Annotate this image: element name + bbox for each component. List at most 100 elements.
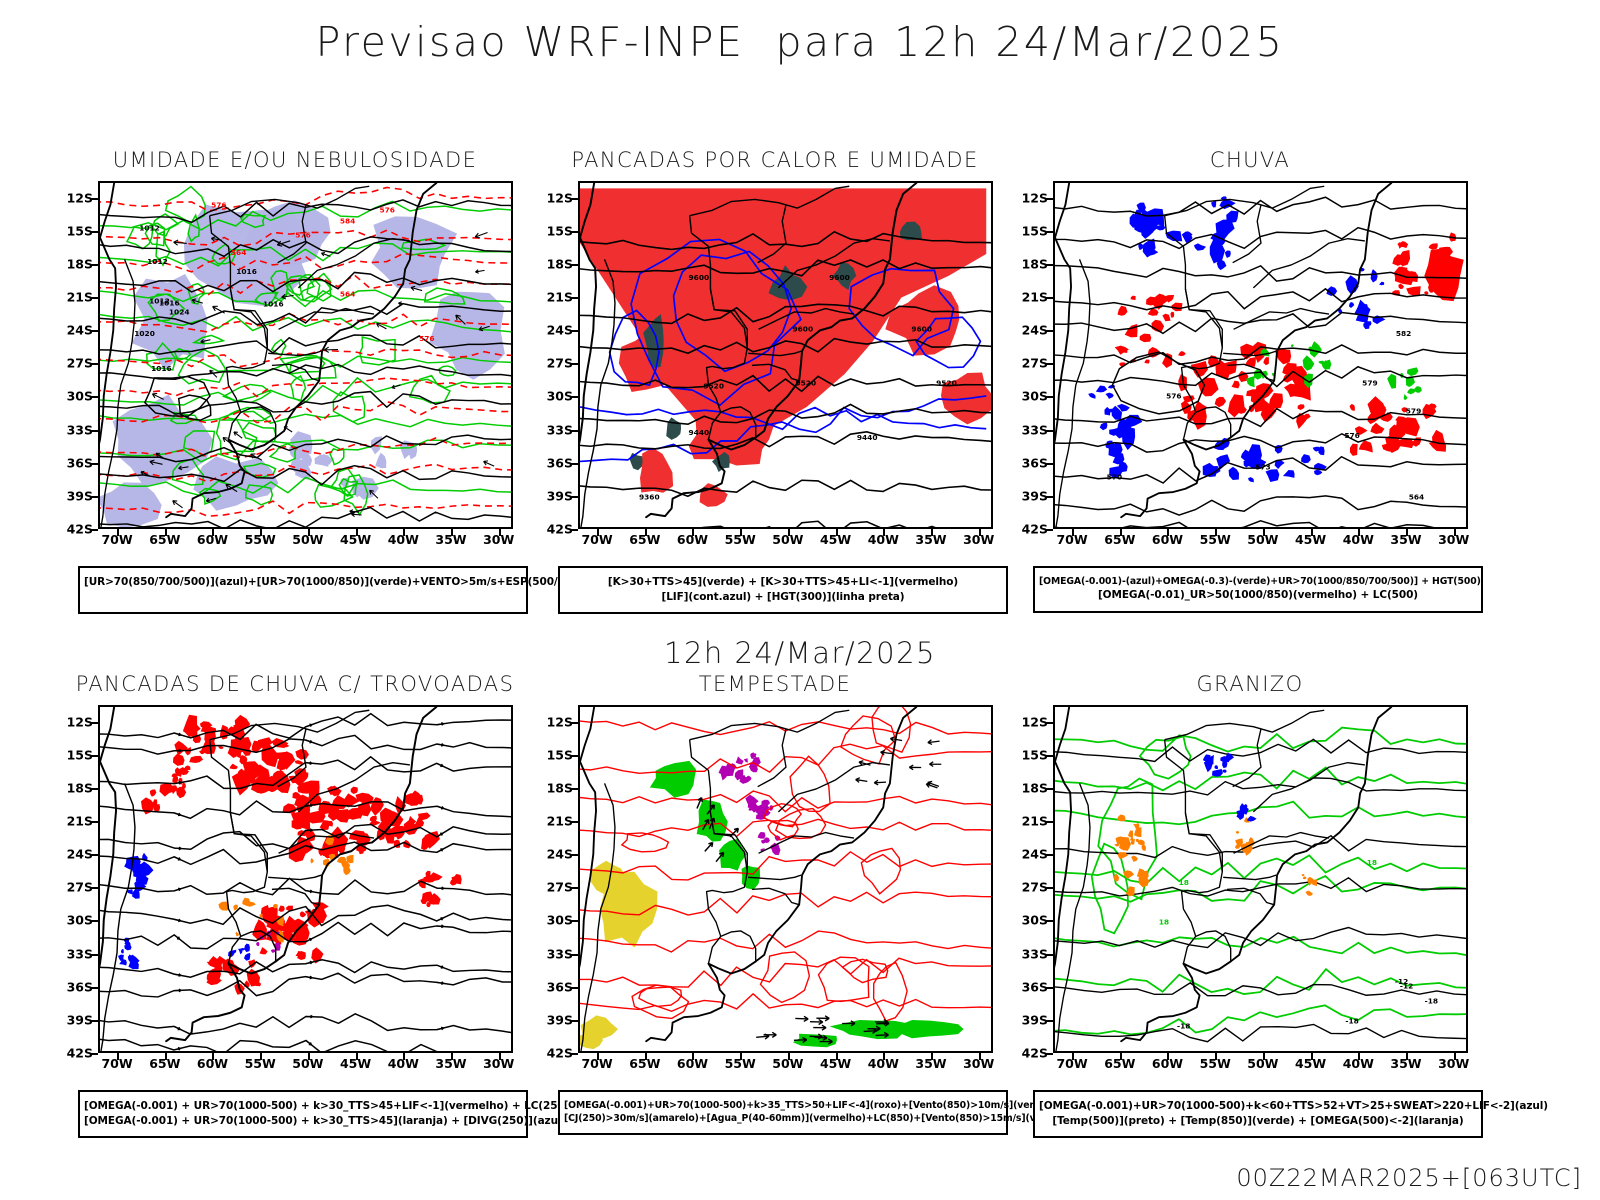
lat-label: 30S <box>1021 388 1048 404</box>
lon-label: 55W <box>1199 532 1231 547</box>
map-frame-chuva[interactable]: 582 579 579 576 576 573 570 564 <box>1053 181 1468 529</box>
caption-line: [OMEGA(-0.01)_UR>50(1000/850)(vermelho) … <box>1097 589 1418 602</box>
contour-label: 9600 <box>689 273 710 282</box>
contour-label: 1016 <box>151 364 172 373</box>
lat-label: 15S <box>1021 223 1048 239</box>
lat-tick <box>1046 495 1053 498</box>
lon-tick <box>1405 1053 1408 1060</box>
lat-tick <box>571 197 578 200</box>
lon-label: 55W <box>724 532 756 547</box>
lat-label: 30S <box>546 912 573 928</box>
lon-label: 50W <box>292 1056 324 1071</box>
lat-tick <box>91 396 98 399</box>
lat-tick <box>91 363 98 366</box>
lon-tick <box>1215 1053 1218 1060</box>
lat-label: 36S <box>546 455 573 471</box>
lat-tick <box>91 1019 98 1022</box>
lat-tick <box>571 462 578 465</box>
contour-label: 9360 <box>639 492 660 501</box>
map-frame-tempestade[interactable] <box>578 705 993 1053</box>
lon-tick <box>355 1053 358 1060</box>
thunder-orange-region <box>218 835 354 943</box>
lon-tick <box>1453 1053 1456 1060</box>
lon-tick <box>787 1053 790 1060</box>
lat-label: 24S <box>66 846 93 862</box>
lat-label: 36S <box>546 979 573 995</box>
caption-line: [OMEGA(-0.001) + UR>70(1000-500) + k>30_… <box>84 1100 570 1112</box>
lon-tick <box>835 529 838 536</box>
lat-label: 42S <box>1021 1045 1048 1061</box>
map-frame-pancadas-calor[interactable]: 9600 9600 9600 9600 9520 9520 9520 9440 9440 9360 <box>578 181 993 529</box>
lon-tick <box>1310 529 1313 536</box>
contour-label: -18 <box>1425 997 1438 1006</box>
lat-label: 42S <box>1021 521 1048 537</box>
omega-red-region <box>1114 232 1464 456</box>
contour-label-group: 9600 9600 9600 9600 9520 9520 9520 9440 9440 9360 <box>639 273 957 501</box>
lat-label: 30S <box>546 388 573 404</box>
lon-label: 60W <box>196 1056 229 1071</box>
lon-tick <box>740 529 743 536</box>
lat-tick <box>91 495 98 498</box>
lat-label: 39S <box>546 488 573 504</box>
lon-label: 45W <box>339 1056 372 1071</box>
lat-tick <box>91 953 98 956</box>
lon-tick <box>164 1053 167 1060</box>
contour-label: 564 <box>340 290 355 299</box>
lat-label: 42S <box>546 1045 573 1061</box>
lon-label: 35W <box>1390 532 1422 547</box>
lat-tick <box>571 495 578 498</box>
lat-tick <box>571 363 578 366</box>
lat-label: 39S <box>66 488 93 504</box>
caption-line: [OMEGA(-0.001)-(azul)+OMEGA(-0.3)-(verde… <box>1039 576 1481 587</box>
lon-tick <box>644 529 647 536</box>
lon-tick <box>117 529 120 536</box>
lat-label: 27S <box>546 355 573 371</box>
map-canvas <box>100 707 511 1051</box>
political-borders-layer <box>580 709 890 1051</box>
mid-row-date-label: 12h 24/Mar/2025 <box>664 636 936 670</box>
lat-label: 27S <box>66 879 93 895</box>
caption-line: [LIF](cont.azul) + [HGT(300)](linha pret… <box>661 591 905 604</box>
lat-tick <box>91 230 98 233</box>
lat-label: 24S <box>1021 846 1048 862</box>
lat-label: 18S <box>546 256 573 272</box>
lat-tick <box>91 821 98 823</box>
lat-label: 27S <box>66 355 93 371</box>
lat-label: 36S <box>66 455 93 471</box>
contour-label: 1016 <box>159 299 180 308</box>
lon-label: 45W <box>1294 1056 1327 1071</box>
political-borders-layer <box>100 709 410 1051</box>
caption-line: [UR>70(850/700/500)](azul)+[UR>70(1000/8… <box>84 576 592 588</box>
axis-pancadas-trovoadas: 12S 15S 18S 21S 24S 27S 30S 33S 36S 39S 42S 70W 65W 6… <box>67 705 515 1071</box>
map-canvas: 1012101210161012101210161016102010241016… <box>100 183 511 527</box>
contour-label: 9520 <box>703 382 724 391</box>
lon-tick <box>1453 529 1456 536</box>
lat-label: 27S <box>546 879 573 895</box>
lat-label: 18S <box>1021 780 1048 796</box>
contour-label: 9440 <box>857 433 878 442</box>
lon-label: 40W <box>1342 532 1374 547</box>
lon-tick <box>740 1053 743 1060</box>
lon-label: 40W <box>387 532 419 547</box>
contour-label: 576 <box>211 201 226 210</box>
lon-tick <box>644 1053 647 1060</box>
caption-box-umidade: [UR>70(850/700/500)](azul)+[UR>70(1000/8… <box>78 566 592 615</box>
lat-label: 24S <box>546 846 573 862</box>
map-frame-umidade[interactable]: 1012101210161012101210161016102010241016… <box>98 181 513 529</box>
lat-tick <box>1046 330 1053 333</box>
map-canvas: 582 579 579 576 576 573 570 564 <box>1055 183 1466 527</box>
map-frame-granizo[interactable]: -18 -18 -18 -12 -12 18 18 18 <box>1053 705 1468 1053</box>
contour-label: 576 <box>379 206 394 215</box>
lat-label: 12S <box>546 190 573 206</box>
lat-tick <box>1046 363 1053 366</box>
lat-label: 18S <box>66 780 93 796</box>
political-borders-layer <box>1055 185 1365 527</box>
coastline-layer <box>580 183 918 519</box>
contour-label: 1020 <box>134 329 155 338</box>
lat-tick <box>1046 263 1053 266</box>
lat-label: 21S <box>66 813 93 829</box>
contour-label: 570 <box>1107 473 1122 482</box>
lon-label: 45W <box>819 1056 852 1071</box>
lon-label: 40W <box>867 1056 899 1071</box>
map-frame-pancadas-trovoadas[interactable] <box>98 705 513 1053</box>
